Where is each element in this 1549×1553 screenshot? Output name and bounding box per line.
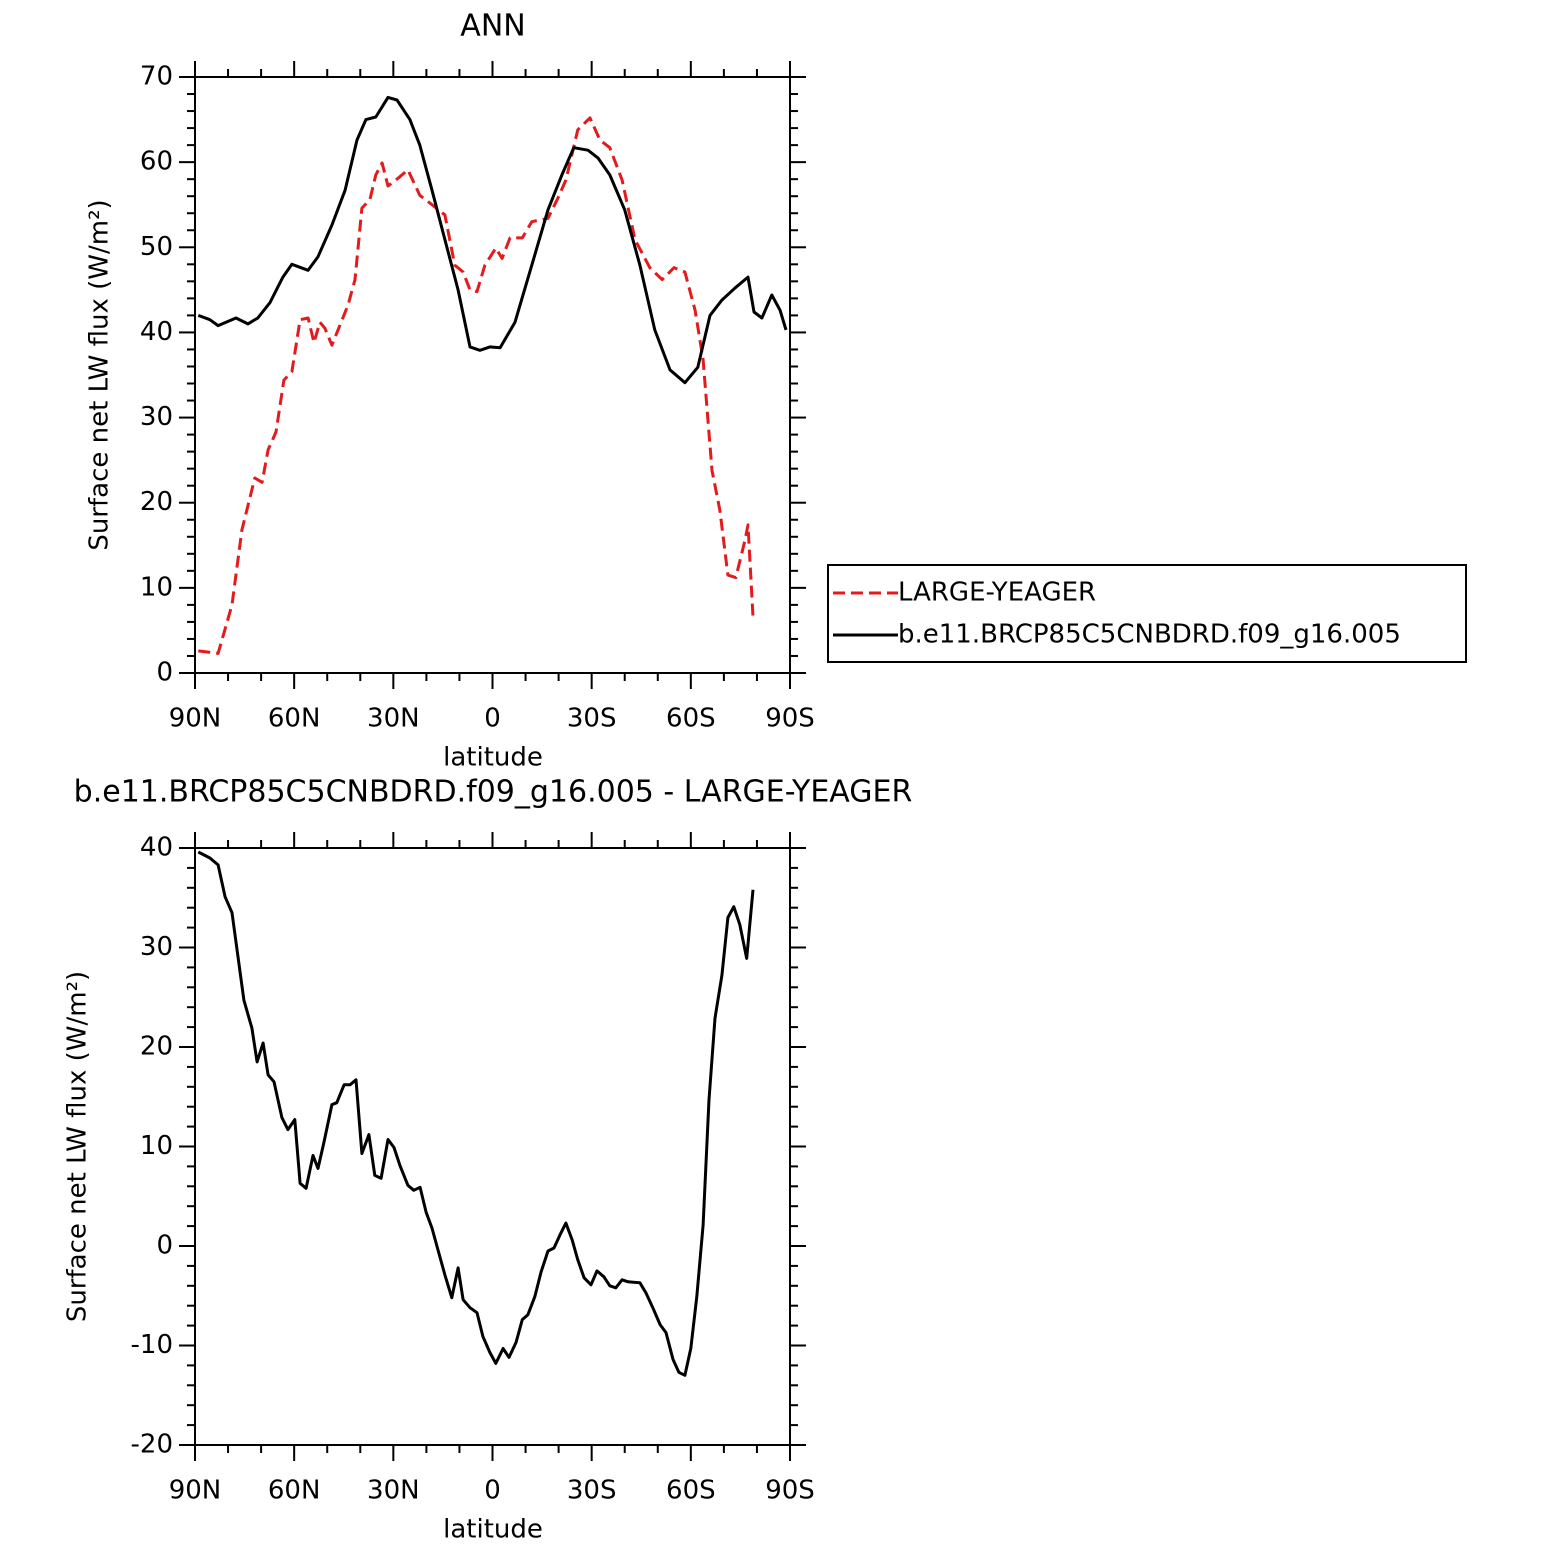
x-tick-label: 60S <box>666 704 716 734</box>
legend-label: LARGE-YEAGER <box>898 578 1096 608</box>
legend-label: b.e11.BRCP85C5CNBDRD.f09_g16.005 <box>898 620 1401 650</box>
x-tick-label: 30S <box>567 1476 617 1506</box>
y-tick-label: 40 <box>140 317 173 347</box>
x-tick-label: 30N <box>367 704 420 734</box>
y-tick-label: 40 <box>140 833 173 863</box>
x-tick-label: 0 <box>484 704 501 734</box>
y-tick-label: 30 <box>140 932 173 962</box>
y-tick-label: 10 <box>140 1131 173 1161</box>
chart-title: ANN <box>460 9 525 44</box>
y-axis-label: Surface net LW flux (W/m²) <box>85 199 115 550</box>
y-tick-label: 60 <box>140 147 173 177</box>
y-tick-label: 20 <box>140 1032 173 1062</box>
x-tick-label: 90N <box>169 704 222 734</box>
x-axis-label: latitude <box>443 1515 543 1545</box>
data-line <box>197 95 788 385</box>
data-line <box>198 116 755 655</box>
y-tick-label: 20 <box>140 487 173 517</box>
y-tick-label: 0 <box>156 1231 173 1261</box>
x-tick-label: 90S <box>765 1476 815 1506</box>
y-tick-label: 0 <box>156 658 173 688</box>
data-line <box>197 850 755 1377</box>
legend-box <box>827 564 1467 663</box>
y-tick-label: -10 <box>131 1330 173 1360</box>
x-tick-label: 60N <box>268 1476 321 1506</box>
x-tick-label: 0 <box>484 1476 501 1506</box>
x-tick-label: 90S <box>765 704 815 734</box>
y-tick-label: -20 <box>131 1430 173 1460</box>
x-tick-label: 60S <box>666 1476 716 1506</box>
x-tick-label: 30S <box>567 704 617 734</box>
y-tick-label: 30 <box>140 402 173 432</box>
x-tick-label: 90N <box>169 1476 222 1506</box>
plot-frame <box>194 847 791 1446</box>
x-tick-label: 60N <box>268 704 321 734</box>
chart-title: b.e11.BRCP85C5CNBDRD.f09_g16.005 - LARGE… <box>74 775 913 810</box>
plot-frame <box>194 76 791 674</box>
y-tick-label: 70 <box>140 62 173 92</box>
y-tick-label: 50 <box>140 232 173 262</box>
x-tick-label: 30N <box>367 1476 420 1506</box>
y-axis-label: Surface net LW flux (W/m²) <box>63 971 93 1322</box>
x-axis-label: latitude <box>443 743 543 773</box>
y-tick-label: 10 <box>140 572 173 602</box>
